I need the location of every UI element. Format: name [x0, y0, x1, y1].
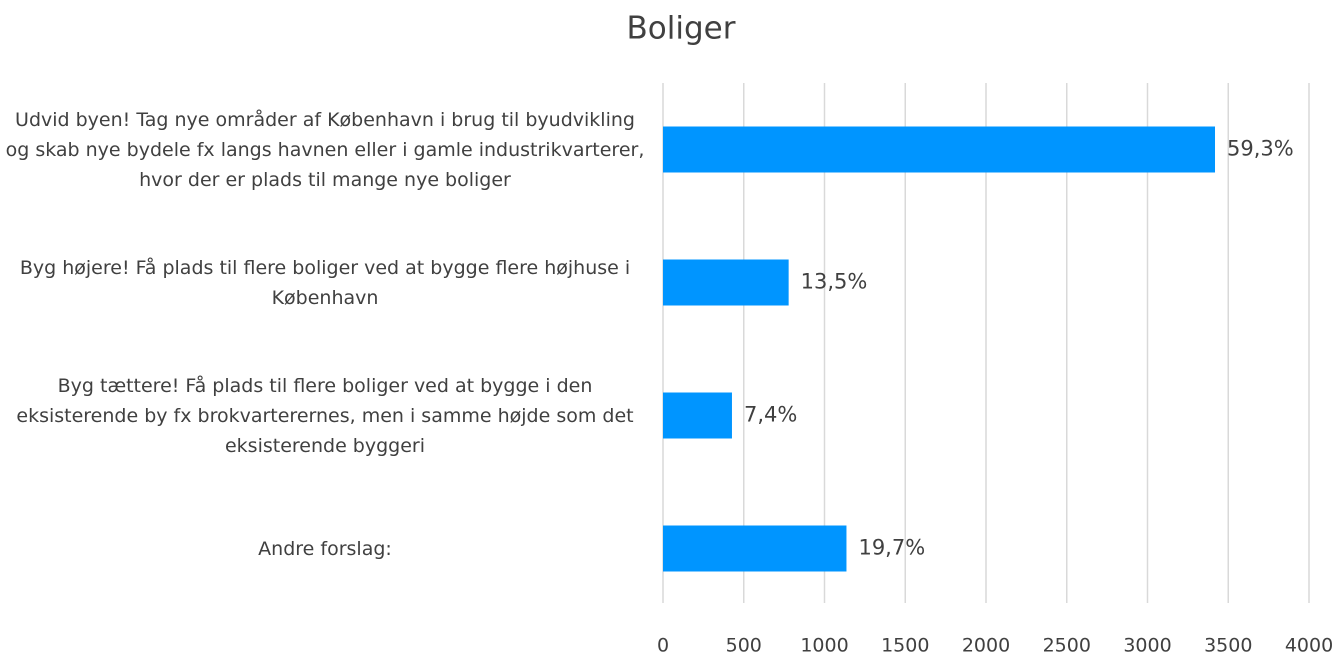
- x-tick-label: 3500: [1204, 635, 1252, 654]
- x-tick-label: 3000: [1123, 635, 1171, 654]
- chart-title: Boliger: [627, 11, 736, 47]
- y-tick-label: Byg højere! Få plads til flere boliger v…: [19, 256, 631, 309]
- data-label: 19,7%: [858, 536, 925, 560]
- data-label: 13,5%: [801, 270, 868, 294]
- y-tick-label: Byg tættere! Få plads til flere boliger …: [16, 374, 634, 457]
- y-tick-label: Udvid byen! Tag nye områder af København…: [5, 108, 645, 191]
- x-tick-label: 1000: [800, 635, 848, 654]
- x-tick-label: 2500: [1043, 635, 1091, 654]
- x-tick-label: 4000: [1285, 635, 1333, 654]
- x-tick-label: 2000: [962, 635, 1010, 654]
- data-label: 59,3%: [1227, 137, 1294, 161]
- bar: [663, 126, 1216, 173]
- x-tick-label: 1500: [881, 635, 929, 654]
- x-tick-label: 0: [657, 635, 669, 654]
- x-tick-label: 500: [726, 635, 762, 654]
- bar: [663, 259, 789, 306]
- bar: [663, 392, 732, 439]
- data-label: 7,4%: [744, 403, 797, 427]
- y-tick-label: Andre forslag:: [258, 537, 392, 560]
- bar: [663, 525, 847, 572]
